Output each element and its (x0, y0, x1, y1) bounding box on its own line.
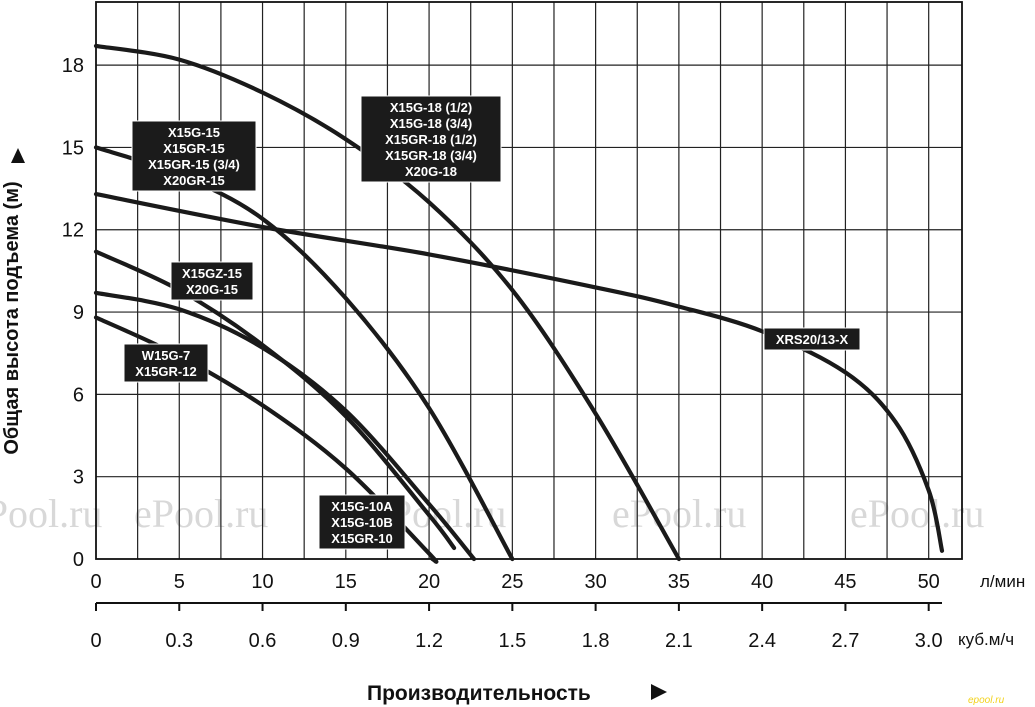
y-tick-label: 3 (73, 467, 84, 489)
y-tick-label: 18 (62, 55, 84, 77)
x2-tick-label: 1.5 (498, 630, 526, 652)
curve-label-text: X15GR-18 (1/2) (385, 132, 477, 147)
watermark-text: ePool.ru (134, 491, 268, 536)
x2-tick-label: 0.9 (332, 630, 360, 652)
x-tick-label: 5 (174, 571, 185, 593)
x2-tick-label: 0.3 (165, 630, 193, 652)
x2-tick-label: 0.6 (249, 630, 277, 652)
x-tick-label: 50 (918, 571, 940, 593)
curve-label-box-1 (360, 95, 502, 183)
x2-tick-label: 2.4 (748, 630, 776, 652)
pump-curve-5 (93, 290, 477, 562)
x-axis-title: Производительность (367, 682, 591, 705)
x2-tick-label: 2.1 (665, 630, 693, 652)
curve-label-text: X20G-15 (186, 282, 238, 297)
curve-label-text: X15GR-12 (135, 364, 196, 379)
curve-label-text: X15GZ-15 (182, 266, 242, 281)
y-tick-label: 0 (73, 549, 84, 571)
curve-label-box-6 (123, 343, 209, 383)
x-tick-label: 35 (668, 571, 690, 593)
x2-tick-label: 1.8 (582, 630, 610, 652)
curve-label-text: X15G-10B (331, 515, 392, 530)
x-tick-label: 10 (251, 571, 273, 593)
watermark-text: ePool.ru (850, 491, 984, 536)
y-tick-label: 6 (73, 384, 84, 406)
curve-label-text: X15GR-15 (3/4) (148, 157, 240, 172)
y-axis-arrow-icon (11, 148, 25, 163)
curve-label-text: XRS20/13-X (776, 332, 849, 347)
x-tick-label: 40 (751, 571, 773, 593)
curve-label-box-2 (131, 120, 257, 192)
x2-tick-label: 1.2 (415, 630, 443, 652)
curve-label-box-4 (170, 261, 254, 301)
y-axis-title: Общая высота подъема (м) (1, 181, 23, 454)
y-tick-label: 15 (62, 137, 84, 159)
curve-label-text: W15G-7 (142, 348, 190, 363)
curve-label-text: X20G-18 (405, 164, 457, 179)
curve-label-text: X15GR-10 (331, 531, 392, 546)
axes: 0 3 6 9 12 15 18 0 5 10 15 20 25 30 35 40 45 50 л/мин 0 0.3 0… (1, 55, 1025, 706)
curve-label-text: X15GR-18 (3/4) (385, 148, 477, 163)
x2-tick-label: 3.0 (915, 630, 943, 652)
pump-curve-3 (93, 192, 945, 553)
y-tick-label: 9 (73, 302, 84, 324)
x-tick-label: 20 (418, 571, 440, 593)
x-tick-label: 30 (584, 571, 606, 593)
x-unit-primary: л/мин (980, 572, 1025, 591)
curve-label-text: X15GR-15 (163, 141, 224, 156)
x-tick-label: 25 (501, 571, 523, 593)
curve-label-text: X20GR-15 (163, 173, 224, 188)
pump-curve-1 (93, 43, 681, 562)
x-unit-secondary: куб.м/ч (958, 630, 1014, 649)
curve-label-box-3 (763, 327, 861, 351)
y-tick-label: 12 (62, 220, 84, 242)
curve-label-text: X15G-15 (168, 125, 220, 140)
x2-tick-label: 2.7 (832, 630, 860, 652)
x-tick-label: 45 (834, 571, 856, 593)
x2-tick-label: 0 (90, 630, 101, 652)
curve-label-text: X15G-18 (1/2) (390, 100, 472, 115)
curve-label-box-5 (318, 494, 406, 550)
grid-lines (95, 1, 963, 560)
x-axis-arrow-icon (651, 684, 667, 700)
x-tick-label: 0 (90, 571, 101, 593)
watermark-text: ePool.ru (0, 491, 102, 536)
curve-labels: X15G-18 (1/2)X15G-18 (3/4)X15GR-18 (1/2)… (123, 95, 861, 550)
x-tick-label: 15 (335, 571, 357, 593)
corner-logo: epool.ru (968, 695, 1005, 706)
plot-frame (95, 1, 963, 560)
curve-label-text: X15G-10A (331, 499, 393, 514)
curve-label-text: X15G-18 (3/4) (390, 116, 472, 131)
